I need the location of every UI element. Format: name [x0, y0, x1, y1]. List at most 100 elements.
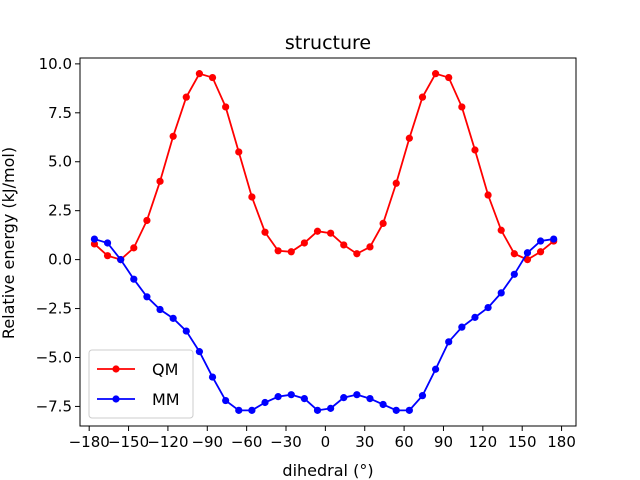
- data-point-qm: [484, 191, 492, 199]
- data-point-mm: [418, 392, 427, 400]
- data-point-mm: [130, 275, 138, 283]
- data-point-mm: [182, 327, 190, 335]
- data-point-qm: [274, 247, 282, 255]
- data-point-qm: [261, 228, 269, 236]
- data-point-qm: [340, 241, 348, 249]
- data-point-qm: [510, 250, 518, 258]
- data-point-mm: [327, 404, 335, 412]
- data-point-qm: [208, 73, 217, 82]
- x-axis-label: dihedral (°): [282, 461, 373, 480]
- legend-label-qm: QM: [152, 360, 178, 379]
- data-point-qm: [195, 70, 204, 78]
- data-point-qm: [431, 70, 440, 78]
- x-tick-label: 120: [469, 433, 498, 451]
- x-tick-label: 150: [508, 433, 537, 451]
- plot-area: −180−150−120 −90 −60 −30 0 30 60 90 120 150 180 −7.…: [36, 55, 577, 451]
- data-point-mm: [340, 394, 348, 402]
- series-line-qm: [93, 72, 555, 261]
- data-point-mm: [484, 303, 492, 312]
- data-point-qm: [313, 227, 322, 235]
- data-point-qm: [379, 219, 387, 228]
- y-tick-label: −2.5: [36, 300, 72, 318]
- chart-title: structure: [285, 32, 371, 54]
- data-point-qm: [103, 252, 112, 260]
- y-tick-label: 2.5: [48, 202, 72, 220]
- data-point-qm: [523, 256, 532, 264]
- x-tick-label: 0: [321, 433, 331, 451]
- data-point-qm: [471, 146, 479, 154]
- data-point-mm: [90, 235, 99, 243]
- x-tick-label: 90: [434, 433, 453, 451]
- data-point-mm: [300, 394, 308, 403]
- data-point-qm: [405, 134, 413, 142]
- data-point-qm: [130, 244, 138, 252]
- data-point-mm: [195, 348, 204, 356]
- data-point-mm: [523, 249, 532, 257]
- data-point-mm: [287, 391, 295, 399]
- data-point-mm: [143, 293, 151, 301]
- y-axis-label: Relative energy (kJ/mol): [0, 147, 18, 339]
- data-point-qm: [156, 177, 164, 185]
- data-point-qm: [366, 243, 374, 251]
- y-tick-label: 5.0: [48, 153, 72, 171]
- data-point-mm: [366, 394, 374, 403]
- data-point-mm: [471, 313, 479, 321]
- y-tick-label: 7.5: [48, 104, 72, 122]
- data-point-mm: [261, 398, 269, 407]
- x-tick-label: 60: [395, 433, 414, 451]
- data-point-mm: [208, 373, 217, 381]
- data-point-mm: [156, 305, 164, 314]
- data-point-mm: [222, 396, 230, 405]
- x-tick-label: 180: [547, 433, 576, 451]
- data-point-qm: [458, 103, 466, 111]
- data-point-qm: [392, 179, 400, 187]
- legend: QM MM: [88, 349, 194, 419]
- data-point-mm: [353, 391, 361, 399]
- legend-marker-mm: [112, 395, 120, 403]
- data-point-qm: [445, 73, 453, 82]
- data-point-qm: [222, 103, 230, 111]
- y-tick-label: −7.5: [36, 397, 72, 415]
- x-tick-label: −180: [69, 433, 110, 451]
- axes-frame: [79, 57, 577, 427]
- data-point-mm: [103, 239, 112, 247]
- data-point-mm: [458, 323, 466, 331]
- data-point-qm: [353, 250, 361, 258]
- data-point-qm: [248, 193, 256, 201]
- data-point-qm: [143, 216, 151, 225]
- data-point-qm: [235, 148, 243, 156]
- x-tick-label: −90: [191, 433, 223, 451]
- x-tick-label: 30: [355, 433, 374, 451]
- x-tick-label: −150: [108, 433, 149, 451]
- data-point-mm: [235, 406, 243, 414]
- data-point-mm: [169, 314, 177, 322]
- y-tick-label: 0.0: [48, 251, 72, 269]
- x-tick-label: −120: [147, 433, 188, 451]
- legend-label-mm: MM: [152, 390, 180, 409]
- data-point-mm: [274, 393, 282, 401]
- data-point-mm: [536, 237, 545, 245]
- data-point-mm: [248, 406, 256, 414]
- data-point-mm: [431, 365, 440, 373]
- data-point-qm: [327, 229, 335, 237]
- y-tick-label: 10.0: [39, 55, 72, 73]
- data-point-mm: [313, 406, 322, 414]
- data-point-mm: [510, 270, 518, 278]
- data-point-qm: [182, 93, 190, 101]
- x-tick-label: −60: [231, 433, 263, 451]
- data-point-qm: [497, 226, 505, 234]
- data-point-qm: [300, 239, 308, 247]
- data-point-mm: [445, 338, 453, 346]
- data-point-mm: [379, 400, 387, 409]
- y-tick-label: −5.0: [36, 348, 72, 366]
- data-point-mm: [392, 406, 400, 414]
- data-point-mm: [117, 256, 125, 264]
- data-point-qm: [287, 248, 295, 256]
- data-point-mm: [497, 289, 505, 297]
- x-tick-label: −30: [270, 433, 302, 451]
- data-point-qm: [169, 132, 177, 140]
- data-point-mm: [405, 406, 413, 414]
- data-point-qm: [536, 248, 545, 256]
- data-point-mm: [550, 235, 558, 243]
